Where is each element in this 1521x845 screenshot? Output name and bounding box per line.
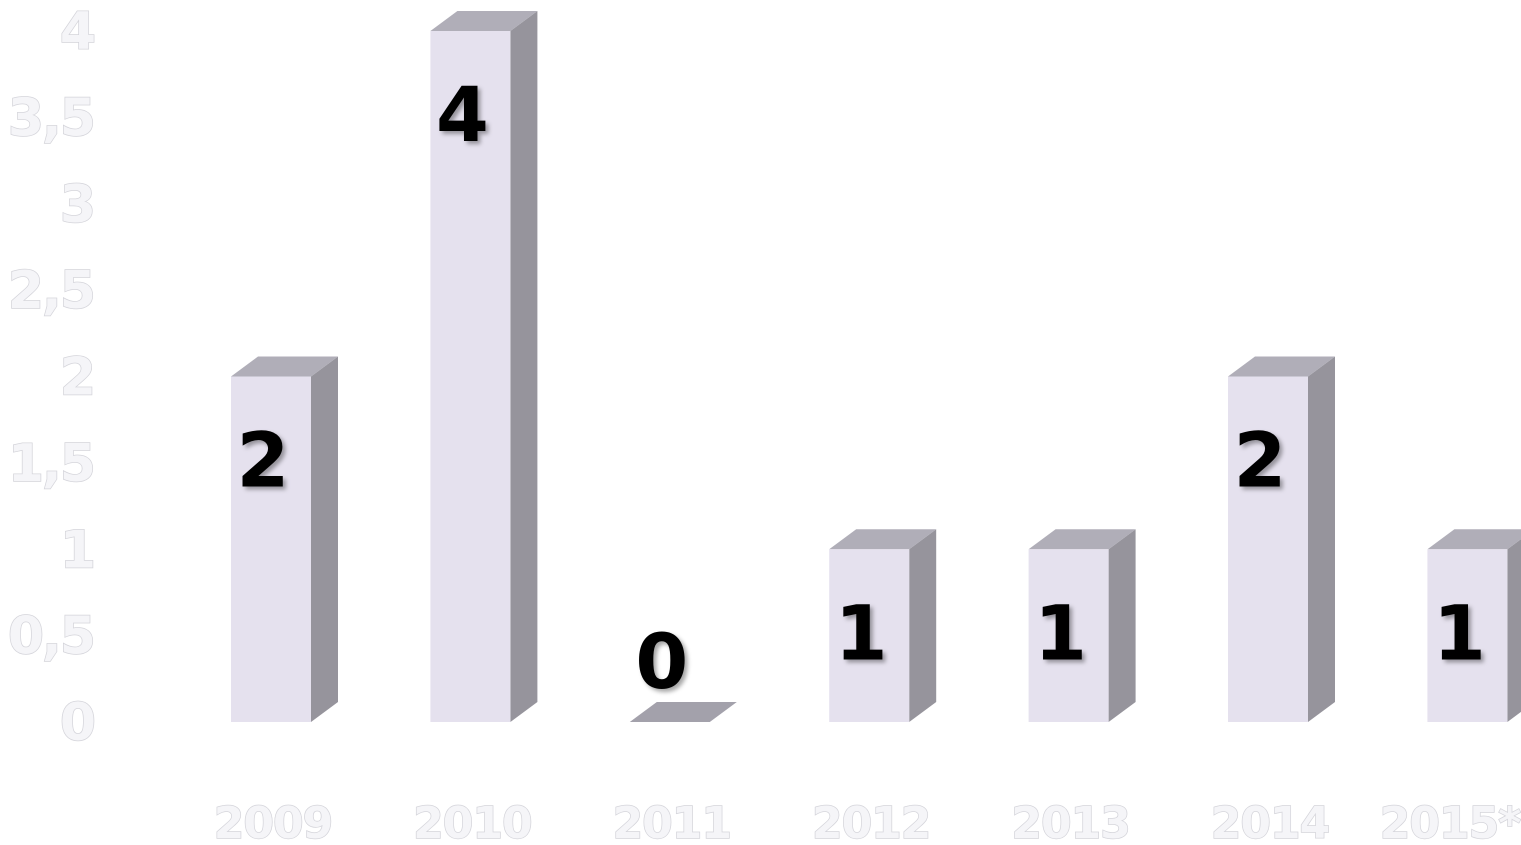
x-tick-label: 2010 (413, 798, 531, 845)
y-tick-label: 1 (60, 520, 94, 580)
bar-side-face (510, 11, 538, 722)
bar-side-face (1507, 539, 1521, 722)
y-tick-label: 0 (60, 693, 94, 753)
y-tick-label: 2,5 (8, 261, 94, 321)
bar-front-face (430, 31, 511, 722)
bar-top-face (1228, 356, 1335, 377)
x-tick-label: 2014 (1211, 798, 1329, 845)
x-tick-label: 2013 (1011, 798, 1129, 845)
data-label: 4 (436, 70, 489, 159)
y-tick-label: 3,5 (8, 88, 94, 148)
bar-front-face (1427, 549, 1508, 722)
y-tick-label: 3 (60, 175, 94, 235)
y-tick-label: 1,5 (8, 434, 94, 494)
bar-2013: 1 (1028, 529, 1136, 722)
bar-side-face (311, 356, 338, 722)
bar-front-face (829, 549, 910, 722)
data-label: 1 (835, 588, 888, 677)
bar-2010: 4 (430, 11, 538, 722)
y-tick-label: 0,5 (8, 607, 94, 667)
bar-top-face (1028, 529, 1136, 550)
bar-zero-face (629, 702, 737, 722)
x-tick-label: 2011 (613, 798, 731, 845)
bar-top-face (231, 356, 338, 377)
bar-2011: 0 (629, 617, 737, 722)
bar-side-face (1308, 356, 1335, 722)
y-tick-label: 4 (60, 2, 94, 62)
bar-front-face (1228, 376, 1308, 722)
x-tick-label: 2012 (812, 798, 930, 845)
bar-2014: 2 (1228, 356, 1335, 722)
y-tick-label: 2 (60, 348, 94, 408)
bar-top-face (1427, 529, 1521, 550)
bar-top-face (430, 11, 538, 31)
data-label: 1 (1034, 588, 1087, 677)
bar-2012: 1 (829, 529, 937, 722)
x-tick-label: 2009 (214, 798, 332, 845)
x-tick-label: 2015* (1380, 798, 1521, 845)
x-axis-ticks: 2009 2010 2011 2012 2013 2014 2015* (213, 797, 1521, 845)
y-axis-ticks: 0 0,5 1 1,5 2 2,5 3 3,5 4 (7, 1, 97, 754)
data-label: 0 (635, 617, 688, 706)
data-label: 2 (237, 416, 290, 505)
bar-side-face (909, 529, 937, 722)
bar-2015: 1 (1427, 529, 1521, 722)
data-label: 1 (1433, 588, 1486, 677)
bar-series: 2 4 0 1 1 2 1 (231, 11, 1521, 722)
bar-side-face (1108, 529, 1136, 722)
bar-front-face (231, 376, 311, 722)
bar-front-face (1028, 549, 1109, 722)
bar-top-face (829, 529, 937, 550)
data-label: 2 (1234, 416, 1287, 505)
bar-2009: 2 (231, 356, 338, 722)
